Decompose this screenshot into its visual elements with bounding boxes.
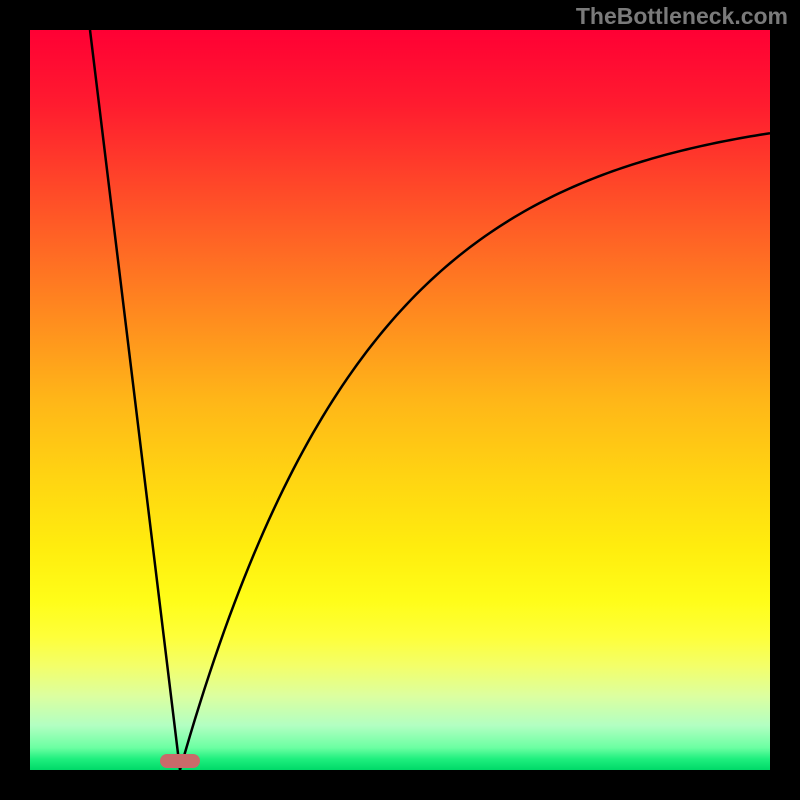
watermark-text: TheBottleneck.com xyxy=(576,3,788,30)
bottleneck-curve xyxy=(30,30,770,770)
chart-container: TheBottleneck.com xyxy=(0,0,800,800)
vertex-marker xyxy=(160,754,200,768)
curve-path xyxy=(90,30,770,770)
plot-area xyxy=(30,30,770,770)
